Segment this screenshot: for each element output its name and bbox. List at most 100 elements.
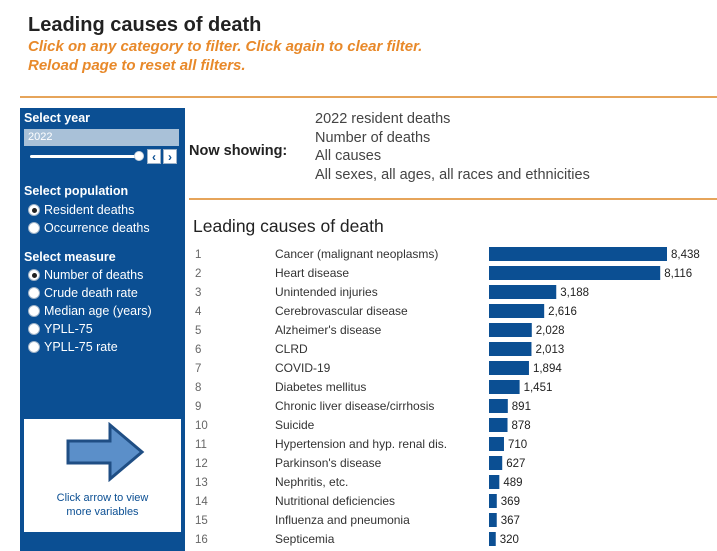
year-next-button[interactable]: › [163, 149, 177, 164]
value-label: 1,451 [524, 382, 553, 394]
radio-icon[interactable] [28, 287, 40, 299]
more-variables-line-1: Click arrow to view [56, 492, 149, 504]
bar[interactable] [489, 266, 661, 280]
year-heading: Select year [24, 111, 91, 125]
rank-label: 15 [195, 515, 208, 527]
measure-option-median-age[interactable]: Median age (years) [28, 303, 152, 319]
rank-label: 6 [195, 344, 201, 356]
bar[interactable] [489, 285, 557, 299]
category-label: Suicide [275, 418, 315, 432]
category-label: Nutritional deficiencies [275, 494, 395, 508]
radio-icon[interactable] [28, 222, 40, 234]
value-label: 369 [501, 496, 520, 508]
year-prev-button[interactable]: ‹ [147, 149, 161, 164]
bar[interactable] [489, 513, 497, 527]
radio-selected-icon[interactable] [28, 204, 40, 216]
category-label: Diabetes mellitus [275, 380, 366, 394]
measure-option-number[interactable]: Number of deaths [28, 267, 143, 283]
more-variables-line-2: more variables [66, 506, 139, 518]
bar[interactable] [489, 247, 667, 261]
value-label: 367 [501, 515, 520, 527]
value-label: 2,616 [548, 306, 577, 318]
bar[interactable] [489, 323, 532, 337]
radio-selected-icon[interactable] [28, 269, 40, 281]
radio-icon[interactable] [28, 341, 40, 353]
value-label: 891 [512, 401, 531, 413]
value-label: 489 [503, 477, 522, 489]
chart-title: Leading causes of death [193, 216, 384, 236]
radio-label: YPLL-75 [44, 322, 93, 336]
bar[interactable] [489, 494, 497, 508]
measure-option-ypll75-rate[interactable]: YPLL-75 rate [28, 339, 118, 355]
sidebar: Select year 2022 ‹ › Select population R… [20, 108, 185, 551]
now-showing-measure: Number of deaths [315, 130, 431, 146]
category-label: Unintended injuries [275, 285, 378, 299]
bar[interactable] [489, 380, 520, 394]
radio-icon[interactable] [28, 305, 40, 317]
rank-label: 1 [195, 249, 201, 261]
value-label: 627 [506, 458, 525, 470]
top-divider [20, 96, 717, 98]
right-arrow-icon[interactable] [66, 422, 146, 482]
value-label: 2,028 [536, 325, 565, 337]
radio-label: Occurrence deaths [44, 221, 150, 235]
bar[interactable] [489, 532, 496, 546]
bar[interactable] [489, 399, 508, 413]
page-title: Leading causes of death [28, 14, 262, 36]
bar[interactable] [489, 304, 545, 318]
population-heading: Select population [24, 184, 129, 198]
bar[interactable] [489, 437, 504, 451]
filter-instruction: Click on any category to filter. Click a… [28, 38, 423, 55]
category-label: Cancer (malignant neoplasms) [275, 247, 438, 261]
measure-option-ypll75[interactable]: YPLL-75 [28, 321, 93, 337]
rank-label: 3 [195, 287, 201, 299]
bar[interactable] [489, 456, 503, 470]
value-label: 8,116 [664, 268, 692, 280]
radio-label: YPLL-75 rate [44, 340, 118, 354]
value-label: 878 [512, 420, 531, 432]
category-label: Septicemia [275, 532, 335, 546]
year-value-display: 2022 [24, 129, 179, 146]
value-label: 710 [508, 439, 527, 451]
category-label: Heart disease [275, 266, 349, 280]
rank-label: 9 [195, 401, 201, 413]
population-option-occurrence[interactable]: Occurrence deaths [28, 220, 150, 236]
rank-label: 13 [195, 477, 208, 489]
population-option-resident[interactable]: Resident deaths [28, 202, 134, 218]
bar[interactable] [489, 418, 508, 432]
value-label: 2,013 [535, 344, 564, 356]
now-showing-cause: All causes [315, 148, 382, 164]
category-label: Cerebrovascular disease [275, 304, 408, 318]
category-label: Influenza and pneumonia [275, 513, 410, 527]
radio-icon[interactable] [28, 323, 40, 335]
rank-label: 4 [195, 306, 202, 318]
reset-instruction: Reload page to reset all filters. [28, 57, 246, 74]
rank-label: 2 [195, 268, 201, 280]
category-label: Nephritis, etc. [275, 475, 348, 489]
radio-label: Number of deaths [44, 268, 144, 282]
category-label: Hypertension and hyp. renal dis. [275, 437, 447, 451]
measure-option-crude-rate[interactable]: Crude death rate [28, 285, 138, 301]
year-slider-thumb[interactable] [134, 151, 144, 161]
rank-label: 12 [195, 458, 208, 470]
now-showing-year: 2022 resident deaths [315, 111, 451, 127]
rank-label: 14 [195, 496, 208, 508]
rank-label: 7 [195, 363, 201, 375]
bar[interactable] [489, 342, 532, 356]
value-label: 3,188 [560, 287, 589, 299]
rank-label: 10 [195, 420, 208, 432]
category-label: Parkinson's disease [275, 456, 382, 470]
value-label: 320 [500, 534, 519, 546]
year-slider-track[interactable] [30, 155, 142, 158]
value-label: 8,438 [671, 249, 700, 261]
now-showing-label: Now showing: [189, 143, 288, 159]
more-variables-panel: Click arrow to view more variables [24, 419, 181, 532]
category-label: Alzheimer's disease [275, 323, 382, 337]
mid-divider [189, 198, 717, 200]
more-variables-text: Click arrow to view more variables [24, 491, 181, 519]
category-label: Chronic liver disease/cirrhosis [275, 399, 434, 413]
rank-label: 8 [195, 382, 201, 394]
bar[interactable] [489, 361, 529, 375]
radio-label: Resident deaths [44, 203, 135, 217]
bar[interactable] [489, 475, 500, 489]
